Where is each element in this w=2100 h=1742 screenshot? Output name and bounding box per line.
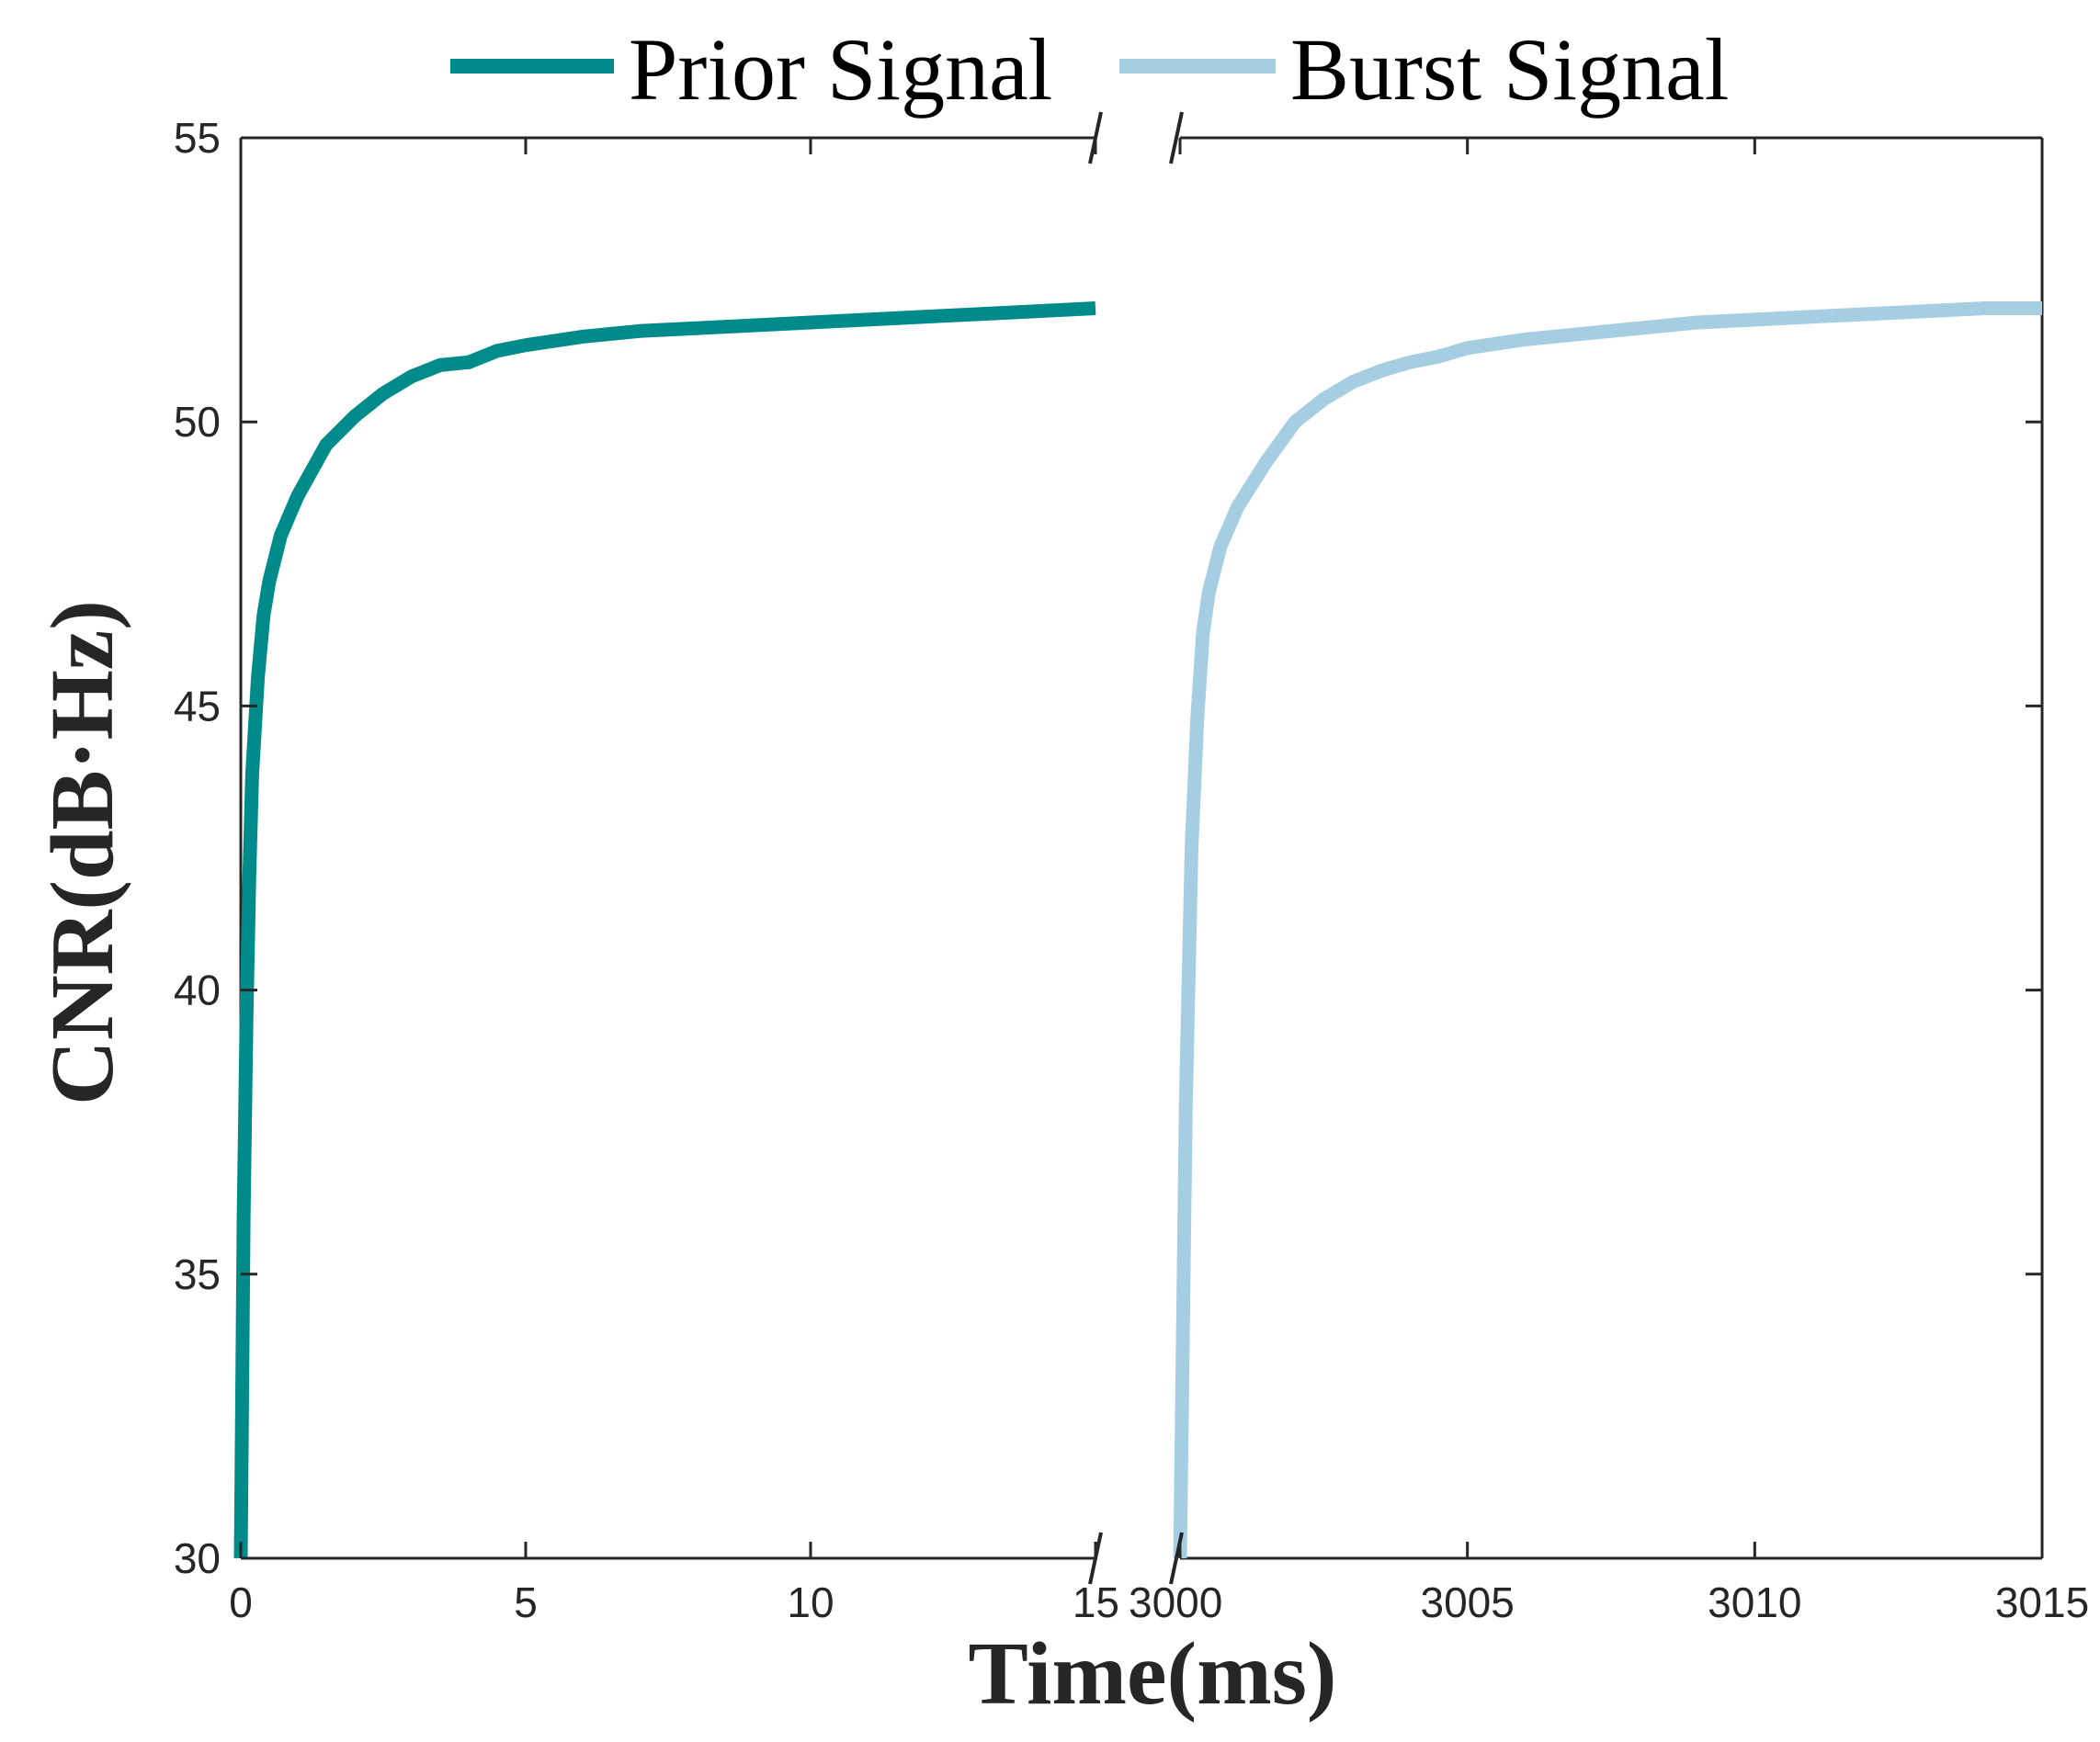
y-tick-label: 50 bbox=[174, 398, 221, 446]
axis-break-mark bbox=[1169, 111, 1184, 164]
series-layer bbox=[233, 301, 2042, 1559]
y-tick-label: 45 bbox=[174, 682, 221, 730]
axes-frame bbox=[239, 136, 2044, 1560]
y-axis-ticks: 30 35 40 45 50 55 bbox=[174, 114, 2042, 1582]
legend-label-prior-signal: Prior Signal bbox=[629, 20, 1052, 119]
axis-break-marks bbox=[1088, 111, 1184, 1585]
y-tick-label: 55 bbox=[174, 114, 221, 162]
series-line-burst-signal bbox=[1173, 301, 2042, 1559]
x-tick-label: 0 bbox=[229, 1578, 253, 1626]
y-tick-label: 30 bbox=[174, 1534, 221, 1582]
legend: Prior Signal Burst Signal bbox=[450, 20, 1729, 119]
x-tick-label: 5 bbox=[514, 1578, 538, 1626]
x-axis-ticks: 0 5 10 15 3000 3005 3010 3015 bbox=[229, 138, 2089, 1626]
series-line-prior-signal bbox=[233, 301, 1096, 1559]
y-tick-label: 35 bbox=[174, 1250, 221, 1298]
x-tick-label: 3015 bbox=[1995, 1578, 2089, 1626]
y-tick-label: 40 bbox=[174, 967, 221, 1014]
y-axis-title: CNR(dB·Hz) bbox=[33, 600, 132, 1105]
x-tick-label: 15 bbox=[1073, 1578, 1119, 1626]
x-tick-label: 3005 bbox=[1420, 1578, 1514, 1626]
x-tick-label: 10 bbox=[787, 1578, 834, 1626]
x-tick-label: 3010 bbox=[1708, 1578, 1801, 1626]
x-tick-label: 3000 bbox=[1129, 1578, 1222, 1626]
legend-label-burst-signal: Burst Signal bbox=[1290, 20, 1729, 119]
axis-break-mark bbox=[1169, 1532, 1184, 1585]
x-axis-title: Time(ms) bbox=[969, 1624, 1337, 1724]
